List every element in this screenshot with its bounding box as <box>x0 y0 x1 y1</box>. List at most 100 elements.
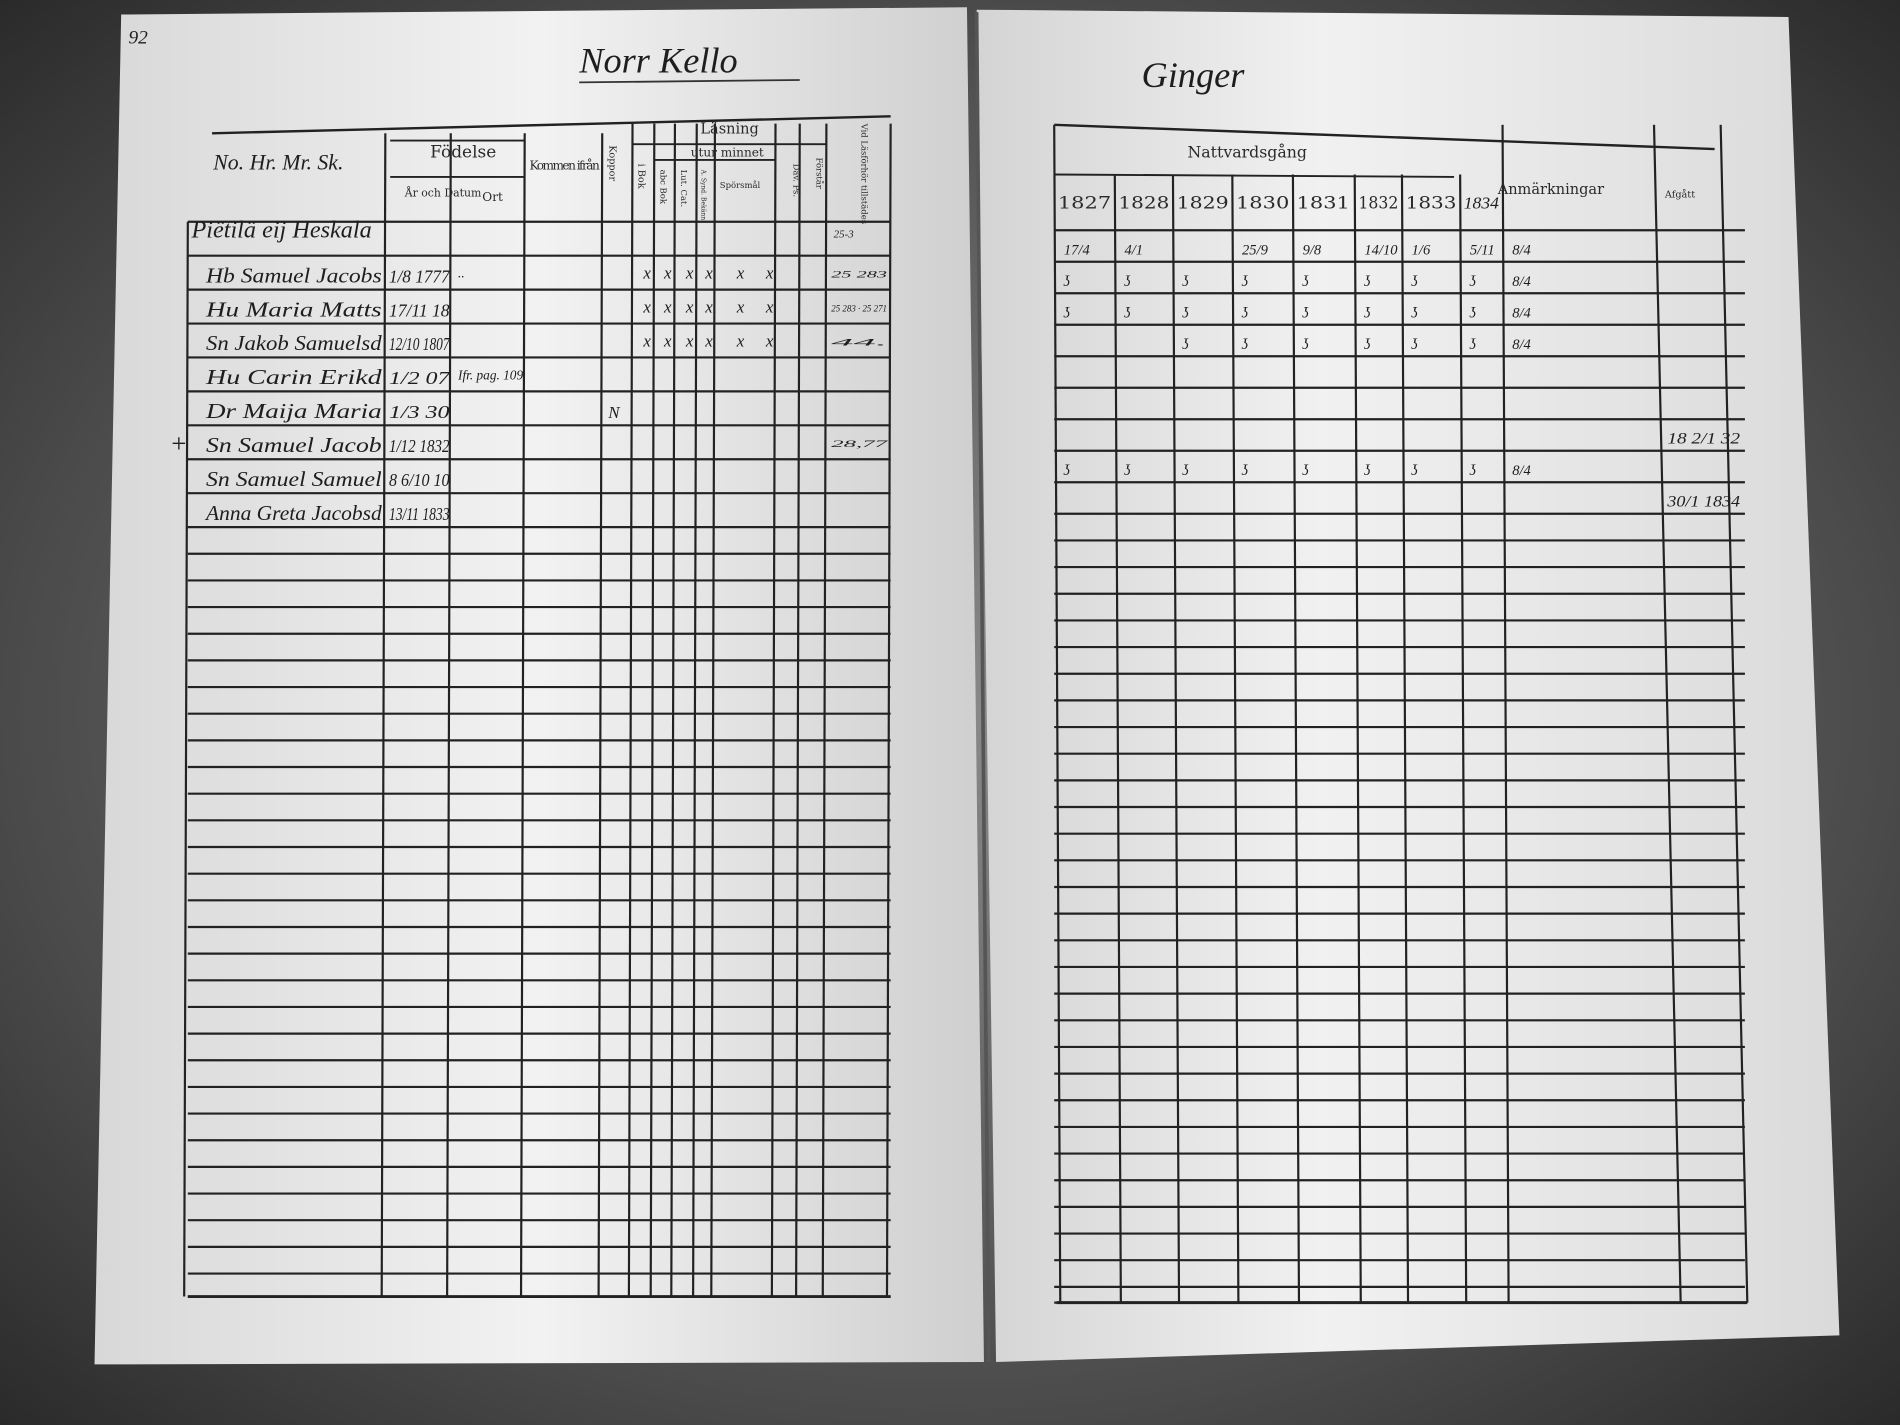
communion-mark: ʖ <box>1241 337 1248 353</box>
communion-mark: ʖ <box>1469 274 1476 290</box>
communion-mark: ʖ <box>1363 337 1370 353</box>
communion-mark: 8/4 <box>1512 463 1531 479</box>
birth-date: 1/2 07 <box>389 368 451 388</box>
birth-date: 13/11 1833 <box>389 504 450 524</box>
reading-mark: x <box>642 332 651 351</box>
book-gutter <box>974 12 991 1363</box>
communion-mark: 14/10 <box>1364 242 1398 258</box>
reading-mark: x <box>765 332 774 351</box>
communion-mark: ʖ <box>1469 305 1476 321</box>
reading-mark: x <box>736 298 745 317</box>
header-fodelse: Födelse <box>430 142 496 162</box>
rule-line <box>446 133 452 1297</box>
communion-mark: ʖ <box>1182 305 1189 321</box>
rule-line <box>885 123 892 1297</box>
year-header: 1833 <box>1406 192 1457 212</box>
communion-mark: ʖ <box>1182 274 1189 290</box>
header-forstar: Förstår <box>815 158 826 190</box>
communion-mark: 9/8 <box>1303 242 1322 258</box>
header-afgatt: Afgått <box>1664 189 1695 201</box>
reading-mark: x <box>765 264 774 283</box>
communion-mark: ʖ <box>1411 274 1418 290</box>
rule-line <box>1054 173 1455 178</box>
header-i-bok: i Bok <box>636 164 647 189</box>
examination-note: 25 283 <box>831 269 887 280</box>
header-anmarkningar: Anmärkningar <box>1497 182 1604 198</box>
left-table-rows: Hb Samuel Jacobs 1/8 1777.. x x x x x x 25 283Hu… <box>170 264 890 525</box>
left-table-grid <box>183 115 892 1299</box>
communion-mark: 8/4 <box>1512 305 1531 321</box>
communion-mark: 8/4 <box>1512 337 1531 353</box>
birth-date: 12/10 1807 <box>389 334 450 354</box>
communion-mark: 4/1 <box>1124 242 1143 258</box>
header-ar-datum: År och Datum <box>404 185 482 199</box>
year-header: 1834 <box>1464 193 1500 212</box>
rule-line <box>380 133 387 1297</box>
rule-line <box>670 123 677 1297</box>
right-table-rows: 17/4 4/1 25/9 9/8 14/10 1/6 5/11 8/4ʖ ʖ ʖ ʖ ʖ ʖ ʖ ʖ 8/4… <box>1063 242 1740 510</box>
header-nattvardsgang: Nattvardsgång <box>1188 143 1308 162</box>
communion-mark: ʖ <box>1182 337 1189 353</box>
communion-mark: 25/9 <box>1242 242 1269 258</box>
communion-mark: ʖ <box>1123 463 1130 479</box>
communion-mark: ʖ <box>1363 463 1370 479</box>
communion-mark: ʖ <box>1123 274 1130 290</box>
communion-mark: ʖ <box>1363 305 1370 321</box>
communion-mark: ʖ <box>1241 305 1248 321</box>
person-name: Anna Greta Jacobsd <box>204 503 383 525</box>
communion-mark: ʖ <box>1411 337 1418 353</box>
person-name: Sn Samuel Samuel <box>206 469 382 491</box>
year-header: 1832 <box>1358 192 1398 212</box>
rule-line <box>1501 124 1510 1303</box>
year-header: 1828 <box>1118 192 1169 212</box>
communion-mark: ʖ <box>1411 305 1418 321</box>
person-name: Sn Jakob Samuelsd <box>206 333 382 355</box>
row-marker: + <box>170 428 188 458</box>
rule-line <box>1291 174 1301 1303</box>
rule-line <box>1353 174 1362 1303</box>
rule-line <box>1113 174 1122 1303</box>
rule-line <box>1400 174 1410 1303</box>
rule-line <box>183 221 189 1297</box>
household-note: 25-3 <box>834 229 855 241</box>
rule-line <box>710 123 717 1297</box>
person-name: Sn Samuel Jacob <box>206 435 382 457</box>
name-column-header: No. Hr. Mr. Sk. <box>212 151 343 175</box>
rule-line <box>1459 174 1468 1303</box>
birth-date: 1/12 1832 <box>389 436 450 456</box>
communion-mark: ʖ <box>1469 463 1476 479</box>
rule-line <box>692 123 698 1297</box>
header-abc-bok: abc Bok <box>658 170 668 205</box>
header-dav-ps: Dav. Ps. <box>792 164 802 198</box>
right-table-header: Nattvardsgång Anmärkningar Afgått 1827 18… <box>1058 143 1695 213</box>
communion-mark: ʖ <box>1302 463 1309 479</box>
person-name: Hu Carin Erikd <box>205 367 383 389</box>
header-utur-minnet: utur minnet <box>691 145 764 159</box>
rule-line <box>212 115 891 135</box>
communion-mark: 1/6 <box>1412 242 1431 258</box>
reading-mark: x <box>642 298 651 317</box>
reading-mark: x <box>663 332 672 351</box>
year-header: 1830 <box>1236 192 1289 212</box>
rule-line <box>1171 174 1181 1303</box>
left-page <box>94 7 984 1365</box>
communion-mark: ʖ <box>1302 305 1309 321</box>
header-kommen-ifran: Kommen ifrån <box>530 158 600 173</box>
communion-mark: 8/4 <box>1512 274 1531 290</box>
right-page <box>976 9 1840 1362</box>
communion-mark: ʖ <box>1411 463 1418 479</box>
rule-line <box>1719 124 1749 1303</box>
rule-line <box>627 123 634 1297</box>
communion-mark: 5/11 <box>1470 242 1495 258</box>
smallpox-mark: N <box>607 403 621 422</box>
rule-line <box>1053 124 1062 1303</box>
rule-line <box>1652 124 1682 1303</box>
birth-date: 17/11 18 <box>389 300 450 320</box>
rule-line <box>1231 174 1240 1303</box>
departure-note: 18 2/1 32 <box>1667 430 1740 447</box>
birth-place: .. <box>458 265 465 280</box>
left-table-header: No. Hr. Mr. Sk. Födelse År och Datum Ort… <box>190 121 869 243</box>
reading-mark: x <box>704 264 713 283</box>
